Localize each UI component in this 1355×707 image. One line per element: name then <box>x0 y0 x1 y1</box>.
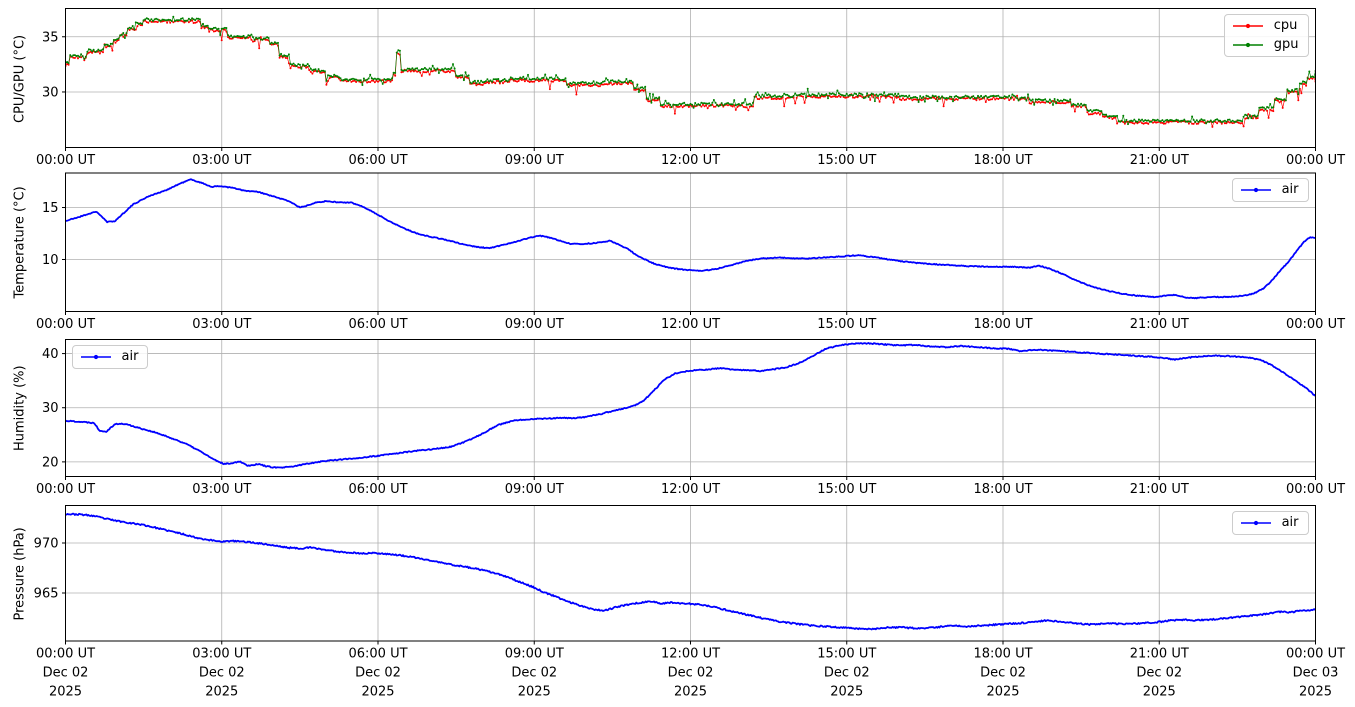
series-markers-gpu <box>65 15 1316 126</box>
panel-humidity: 00:00 UT 03:00 UT 06:00 UT 09:00 UT 12:00 UT… <box>36 339 1345 497</box>
legend-label: air <box>1281 182 1299 197</box>
x-tick-label: 12:00 UT <box>661 482 720 497</box>
x-tick-label: 00:00 UT <box>36 647 95 662</box>
y-tick-label: 965 <box>34 587 59 602</box>
x-tick-label: 12:00 UT <box>661 153 720 168</box>
x-tick-date-label: Dec 02 <box>1136 666 1182 681</box>
x-tick-label: 18:00 UT <box>973 647 1032 662</box>
x-tick-label: 18:00 UT <box>973 317 1032 332</box>
x-tick-year-label: 2025 <box>674 685 707 700</box>
x-tick-label: 21:00 UT <box>1130 647 1189 662</box>
x-tick-label: 00:00 UT <box>36 482 95 497</box>
x-tick-label: 15:00 UT <box>817 482 876 497</box>
panel-cpu-gpu: 00:00 UT 03:00 UT 06:00 UT 09:00 UT 12:00 UT… <box>36 8 1345 168</box>
x-tick-date-label: Dec 02 <box>824 666 870 681</box>
y-tick-label: 35 <box>42 30 59 45</box>
x-tick-label: 21:00 UT <box>1130 482 1189 497</box>
x-tick-label: 00:00 UT <box>1286 153 1345 168</box>
x-tick-label: 15:00 UT <box>817 153 876 168</box>
x-tick-date-label: Dec 02 <box>199 666 245 681</box>
x-tick-label: 09:00 UT <box>505 153 564 168</box>
x-tick-label: 09:00 UT <box>505 482 564 497</box>
series-markers-cpu <box>65 19 1316 128</box>
y-tick-label: 40 <box>42 347 59 362</box>
x-tick-label: 09:00 UT <box>505 317 564 332</box>
x-tick-label: 03:00 UT <box>192 317 251 332</box>
legend-line-marker-icon <box>1240 187 1271 193</box>
x-tick-label: 06:00 UT <box>348 317 407 332</box>
legend-label: air <box>121 348 139 364</box>
x-tick-label: 00:00 UT <box>1286 482 1345 497</box>
y-tick-label: 30 <box>42 85 59 100</box>
y-axis-label-temperature: Temperature (°C) <box>12 186 28 299</box>
legend-line-marker-icon <box>1240 520 1271 525</box>
y-tick-label: 10 <box>42 253 59 268</box>
legend-temperature: air <box>1231 178 1309 202</box>
x-tick-label: 18:00 UT <box>973 482 1032 497</box>
series-line-air <box>65 342 1316 469</box>
x-tick-year-label: 2025 <box>205 685 238 700</box>
x-tick-label: 03:00 UT <box>192 482 251 497</box>
y-axis-label-cpu-gpu: CPU/GPU (°C) <box>12 33 28 123</box>
legend-label: cpu <box>1273 17 1298 33</box>
x-tick-label: 06:00 UT <box>348 482 407 497</box>
x-tick-label: 06:00 UT <box>348 153 407 168</box>
legend-line-marker-icon <box>1232 42 1263 47</box>
x-tick-label: 12:00 UT <box>661 647 720 662</box>
legend-item-air: air <box>79 348 139 365</box>
legend-humidity: air <box>71 344 149 369</box>
x-tick-label: 12:00 UT <box>661 317 720 332</box>
legend-item-cpu: cpu <box>1231 18 1299 34</box>
legend-label: air <box>1281 514 1299 530</box>
legend-cpu-gpu: cpu gpu <box>1223 13 1309 57</box>
x-tick-label: 18:00 UT <box>973 153 1032 168</box>
x-tick-date-label: Dec 02 <box>355 666 401 681</box>
x-tick-year-label: 2025 <box>49 685 82 700</box>
x-tick-label: 06:00 UT <box>348 647 407 662</box>
x-tick-date-label: Dec 02 <box>980 666 1026 681</box>
y-tick-label: 15 <box>42 201 59 216</box>
y-axis-label-pressure: Pressure (hPa) <box>12 526 28 620</box>
x-tick-label: 15:00 UT <box>817 647 876 662</box>
y-tick-label: 970 <box>34 537 59 552</box>
x-tick-label: 21:00 UT <box>1130 317 1189 332</box>
panel-pressure: 00:00 UT Dec 02 2025 03:00 UT Dec 02 2025 06:0… <box>34 505 1345 700</box>
x-tick-date-label: Dec 02 <box>511 666 557 681</box>
x-tick-year-label: 2025 <box>1143 685 1176 700</box>
series-line-air <box>65 178 1316 300</box>
x-tick-date-label: Dec 02 <box>43 666 89 681</box>
x-tick-year-label: 2025 <box>986 685 1019 700</box>
legend-label: gpu <box>1273 36 1299 52</box>
x-tick-label: 00:00 UT <box>36 153 95 168</box>
x-tick-label: 00:00 UT <box>1286 317 1345 332</box>
legend-pressure: air <box>1231 510 1309 535</box>
y-axis-label-humidity: Humidity (%) <box>12 365 28 451</box>
x-tick-label: 09:00 UT <box>505 647 564 662</box>
x-tick-year-label: 2025 <box>518 685 551 700</box>
x-tick-label: 21:00 UT <box>1130 153 1189 168</box>
legend-line-marker-icon <box>80 354 111 359</box>
x-tick-label: 15:00 UT <box>817 317 876 332</box>
x-tick-date-label: Dec 03 <box>1293 666 1339 681</box>
x-tick-label: 03:00 UT <box>192 153 251 168</box>
y-tick-label: 30 <box>42 401 59 416</box>
x-tick-year-label: 2025 <box>830 685 863 700</box>
y-tick-label: 20 <box>42 455 59 470</box>
x-tick-year-label: 2025 <box>1299 685 1332 700</box>
legend-item-gpu: gpu <box>1231 37 1299 53</box>
x-tick-label: 00:00 UT <box>36 317 95 332</box>
x-tick-date-label: Dec 02 <box>668 666 714 681</box>
x-tick-year-label: 2025 <box>361 685 394 700</box>
x-tick-label: 00:00 UT <box>1286 647 1345 662</box>
legend-item-air: air <box>1239 182 1299 198</box>
legend-line-marker-icon <box>1232 23 1263 28</box>
x-tick-label: 03:00 UT <box>192 647 251 662</box>
legend-item-air: air <box>1239 515 1299 531</box>
panel-temperature: 00:00 UT 03:00 UT 06:00 UT 09:00 UT 12:00 UT… <box>36 172 1345 332</box>
series-line-air <box>65 512 1316 631</box>
